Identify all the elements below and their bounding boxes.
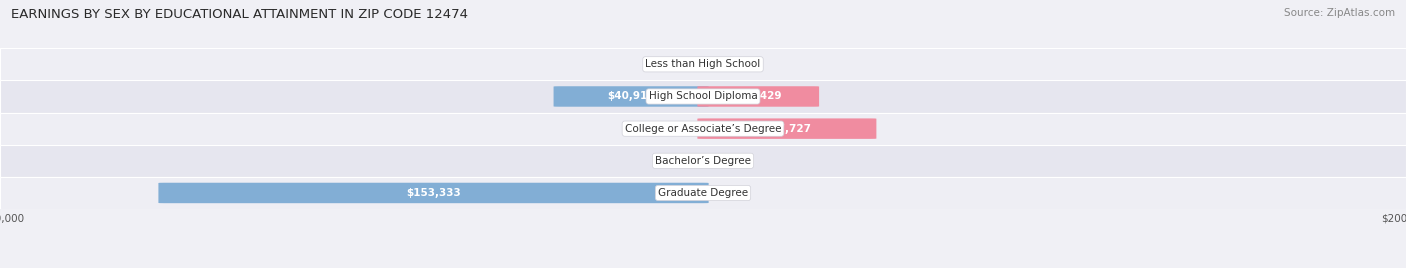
Text: EARNINGS BY SEX BY EDUCATIONAL ATTAINMENT IN ZIP CODE 12474: EARNINGS BY SEX BY EDUCATIONAL ATTAINMEN… bbox=[11, 8, 468, 21]
Text: Less than High School: Less than High School bbox=[645, 59, 761, 69]
Text: Graduate Degree: Graduate Degree bbox=[658, 188, 748, 198]
Bar bbox=[0, 113, 1406, 145]
Bar bbox=[0, 48, 1406, 80]
Text: $0: $0 bbox=[679, 124, 693, 134]
Text: $153,333: $153,333 bbox=[406, 188, 461, 198]
Text: $0: $0 bbox=[713, 156, 727, 166]
Text: $40,913: $40,913 bbox=[607, 91, 655, 102]
Bar bbox=[0, 80, 1406, 113]
FancyBboxPatch shape bbox=[697, 118, 876, 139]
FancyBboxPatch shape bbox=[697, 86, 820, 107]
Text: $0: $0 bbox=[713, 188, 727, 198]
Text: Source: ZipAtlas.com: Source: ZipAtlas.com bbox=[1284, 8, 1395, 18]
Text: Bachelor’s Degree: Bachelor’s Degree bbox=[655, 156, 751, 166]
Bar bbox=[0, 145, 1406, 177]
Text: High School Diploma: High School Diploma bbox=[648, 91, 758, 102]
FancyBboxPatch shape bbox=[554, 86, 709, 107]
FancyBboxPatch shape bbox=[159, 183, 709, 203]
Text: $0: $0 bbox=[679, 59, 693, 69]
Bar bbox=[0, 177, 1406, 209]
Text: $31,429: $31,429 bbox=[734, 91, 782, 102]
Text: College or Associate’s Degree: College or Associate’s Degree bbox=[624, 124, 782, 134]
Text: $47,727: $47,727 bbox=[763, 124, 811, 134]
Text: $0: $0 bbox=[679, 156, 693, 166]
Text: $0: $0 bbox=[713, 59, 727, 69]
